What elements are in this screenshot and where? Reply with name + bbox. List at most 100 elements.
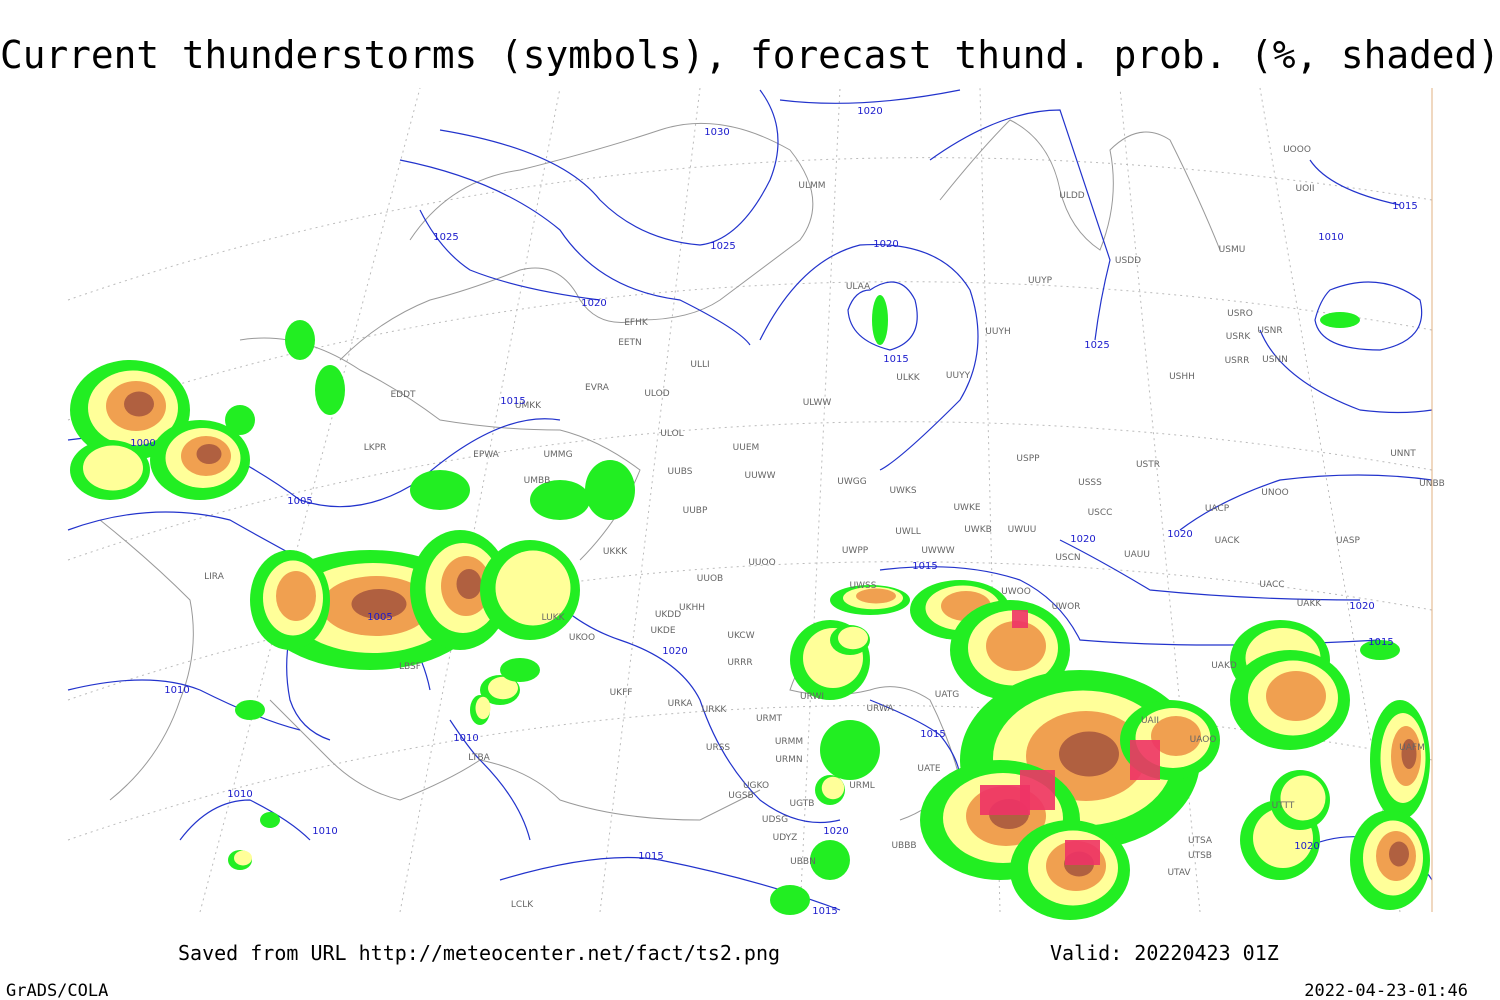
probability-area [456, 569, 482, 599]
probability-area [83, 445, 143, 491]
probability-area [1151, 716, 1201, 756]
station-label: USRK [1226, 332, 1252, 342]
probability-area [810, 840, 850, 880]
station-label: LCLK [511, 900, 534, 910]
probability-area [500, 658, 540, 682]
station-label: URMM [775, 737, 803, 747]
isobar-label: 1015 [883, 354, 908, 365]
probability-area [225, 405, 255, 435]
station-label: ULKK [896, 373, 921, 383]
isobar-label: 1030 [704, 127, 729, 138]
station-label: LTBA [468, 753, 490, 763]
title: Current thunderstorms (symbols), forecas… [0, 33, 1500, 77]
station-label: URKK [702, 705, 728, 715]
station-label: UGTB [790, 799, 815, 809]
station-label: URWA [866, 704, 894, 714]
station-label: UUEM [733, 443, 760, 453]
station-label: UWLL [895, 527, 921, 537]
isobar-label: 1015 [1392, 201, 1417, 212]
station-label: URSS [706, 743, 731, 753]
isobar-label: 1020 [581, 298, 606, 309]
station-label: UNOO [1261, 488, 1289, 498]
station-label: UASP [1336, 536, 1360, 546]
isobar-label: 1010 [1318, 232, 1343, 243]
probability-area [276, 571, 316, 621]
station-label: USRO [1227, 309, 1253, 319]
isobar-label: 1010 [227, 789, 252, 800]
probability-area [124, 391, 154, 417]
station-label: USSS [1078, 478, 1102, 488]
station-label: UUOO [748, 558, 775, 568]
probability-area [1059, 731, 1119, 777]
probability-area [838, 626, 868, 650]
station-label: URRR [727, 658, 752, 668]
station-label: UUOB [697, 574, 723, 584]
station-label: UTAV [1167, 868, 1191, 878]
station-label: UNNT [1390, 449, 1416, 459]
probability-area [1280, 775, 1326, 821]
probability-area [821, 776, 845, 800]
thunderstorm-symbol [1012, 610, 1028, 628]
station-label: UMBB [524, 476, 551, 486]
station-label: EFHK [624, 318, 649, 328]
station-label: USCN [1055, 553, 1080, 563]
station-label: UMKK [515, 401, 542, 411]
station-label: UOOO [1283, 145, 1311, 155]
isobar-label: 1015 [638, 851, 663, 862]
isobar-label: 1020 [1167, 529, 1192, 540]
station-label: UGSB [728, 791, 753, 801]
thunderstorm-symbols [980, 610, 1160, 865]
isobar-label: 1005 [367, 612, 392, 623]
station-label: UAII [1141, 716, 1159, 726]
station-label: UTSB [1188, 851, 1212, 861]
source-url: Saved from URL http://meteocenter.net/fa… [178, 941, 780, 965]
station-label: UATE [917, 764, 941, 774]
probability-area [1389, 841, 1409, 867]
station-label: EDDT [390, 390, 416, 400]
probability-area [234, 850, 252, 866]
isobar-label: 1020 [1349, 601, 1374, 612]
valid-time: Valid: 20220423 01Z [1050, 941, 1279, 965]
station-label: USMU [1219, 245, 1246, 255]
thunderstorm-symbol [1020, 770, 1055, 810]
isobar-label: 1015 [920, 729, 945, 740]
station-label: USTR [1136, 460, 1160, 470]
station-label: UWOR [1052, 602, 1081, 612]
station-label: ULAA [846, 282, 871, 292]
station-label: LBSF [399, 662, 421, 672]
probability-area [351, 589, 407, 619]
station-label: URWI [800, 692, 824, 702]
probability-area [872, 295, 888, 345]
station-label: UUBP [683, 506, 708, 516]
isobar-label: 1020 [823, 826, 848, 837]
isobar-label: 1020 [857, 106, 882, 117]
isobar-label: 1015 [1368, 637, 1393, 648]
station-label: UAKK [1297, 599, 1323, 609]
software: GrADS/COLA [6, 981, 108, 1000]
station-label: UKOO [569, 633, 595, 643]
station-label: UWPP [842, 546, 869, 556]
graticule [67, 87, 1433, 913]
probability-area [820, 720, 880, 780]
station-label: USDD [1115, 256, 1141, 266]
station-label: ULOL [660, 429, 683, 439]
isobar-label: 1010 [312, 826, 337, 837]
station-label: UWSS [850, 581, 877, 591]
isobar-label: 1010 [164, 685, 189, 696]
station-label: UAKD [1211, 661, 1237, 671]
isobar-label: 1020 [1294, 841, 1319, 852]
station-label: UAUU [1124, 550, 1150, 560]
isobar-label: 1000 [130, 438, 155, 449]
station-label: EETN [618, 338, 642, 348]
station-label: EPWA [473, 450, 500, 460]
isobar-label: 1025 [1084, 340, 1109, 351]
station-label: UAOO [1190, 735, 1217, 745]
station-label: UDYZ [773, 833, 798, 843]
station-label: USCC [1088, 508, 1113, 518]
station-label: UKDD [655, 610, 681, 620]
station-label: UUBS [668, 467, 693, 477]
station-label: UWKS [889, 486, 916, 496]
station-label: UUYP [1028, 276, 1053, 286]
station-label: UKFF [610, 688, 633, 698]
